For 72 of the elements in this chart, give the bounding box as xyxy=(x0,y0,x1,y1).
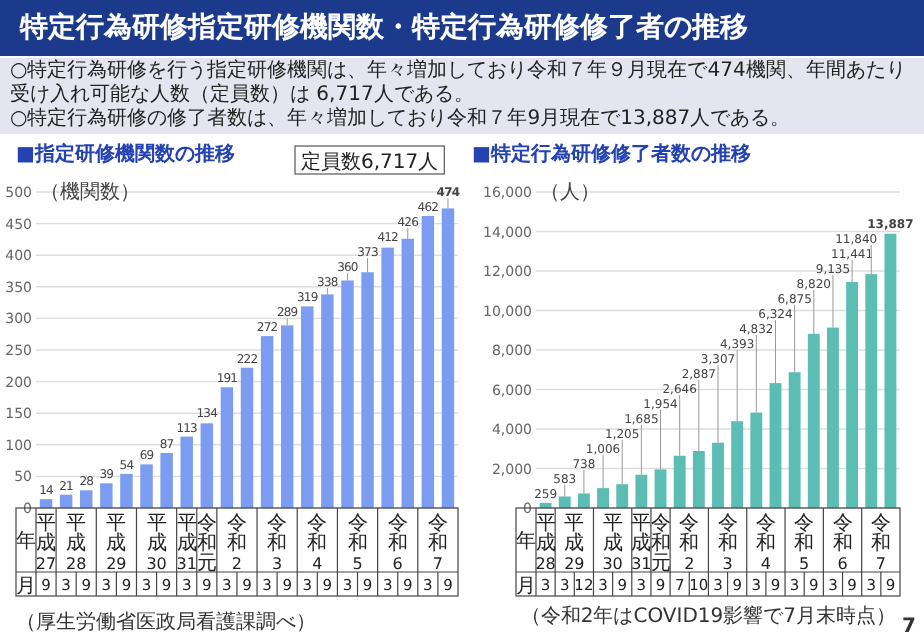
bar xyxy=(200,423,214,508)
bar xyxy=(577,493,590,508)
bar xyxy=(280,325,294,508)
bar xyxy=(160,453,173,508)
bar xyxy=(692,450,705,508)
text: 令和4 xyxy=(755,511,776,573)
text: 月 xyxy=(16,576,36,598)
text: 令和4 xyxy=(307,511,328,573)
bar xyxy=(865,274,878,508)
text: 令和7 xyxy=(870,511,891,573)
bar xyxy=(140,464,153,508)
bar xyxy=(654,469,667,508)
text: 平成29 xyxy=(106,513,127,573)
text: 令和2 xyxy=(679,511,700,573)
text: ○特定行為研修の修了者数は、年々増加しており令和７年9月現在で13,887人である。 xyxy=(10,108,793,132)
text: 年 xyxy=(516,529,536,553)
bar xyxy=(100,483,113,508)
bar xyxy=(421,216,435,508)
bar xyxy=(731,421,744,508)
bar xyxy=(120,473,133,508)
bar xyxy=(381,247,394,508)
bar xyxy=(712,442,724,508)
bar xyxy=(788,372,801,508)
chart-title: ■特定行為研修修了者数の推移 xyxy=(472,142,751,166)
bar xyxy=(884,233,897,508)
text: 令和5 xyxy=(347,511,368,573)
text: 令和元 xyxy=(650,511,671,575)
bar xyxy=(597,488,609,508)
text: 月 xyxy=(516,576,536,598)
bar xyxy=(260,336,274,508)
bar xyxy=(807,333,820,508)
bar xyxy=(558,496,571,508)
text: 令和3 xyxy=(717,511,738,573)
text: 令和元 xyxy=(196,511,217,575)
bar xyxy=(321,294,334,508)
text: ○特定行為研修を行う指定研修機関は、年々増加しており令和７年９月現在で474機関、年間あたり受け入れ可能な人数（定員数）は 6,717人である。 xyxy=(10,60,908,107)
bar xyxy=(401,238,414,508)
text: 平成30 xyxy=(146,513,167,573)
text: 7 xyxy=(902,616,917,638)
text: 年 xyxy=(16,529,36,553)
bar xyxy=(80,490,93,508)
bar xyxy=(220,387,234,508)
bar xyxy=(673,455,686,508)
text: 令和3 xyxy=(267,511,288,573)
text: （令和2年はCOVID19影響で7月末時点） xyxy=(520,604,896,628)
text: 令和6 xyxy=(387,511,408,573)
text: 特定行為研修指定研修機関数・特定行為研修修了者の推移 xyxy=(0,0,924,56)
text: 平成27 xyxy=(35,513,57,573)
bar xyxy=(361,272,374,508)
bar xyxy=(827,327,839,508)
text: 平成30 xyxy=(602,513,623,573)
bar xyxy=(441,208,455,508)
bar xyxy=(180,436,193,508)
text: 令和5 xyxy=(794,511,815,573)
bar xyxy=(616,484,629,508)
chart-title: ■指定研修機関数の推移 xyxy=(16,142,235,166)
bar xyxy=(769,383,782,508)
bar xyxy=(341,280,354,508)
bar xyxy=(240,367,254,508)
bar xyxy=(635,474,648,508)
text: 平成29 xyxy=(564,513,585,573)
text: 定員数6,717人 xyxy=(301,150,439,174)
y-axis-title: （機関数） xyxy=(40,180,140,204)
bar xyxy=(750,412,763,508)
bar xyxy=(846,282,859,508)
bar xyxy=(301,306,314,508)
text: 令和6 xyxy=(832,511,853,573)
y-axis-title: （人） xyxy=(540,182,600,204)
text: （厚生労働省医政局看護課調べ） xyxy=(16,610,316,634)
text: 令和7 xyxy=(427,511,448,573)
text: 平成28 xyxy=(66,513,87,573)
text: 令和2 xyxy=(226,511,247,573)
